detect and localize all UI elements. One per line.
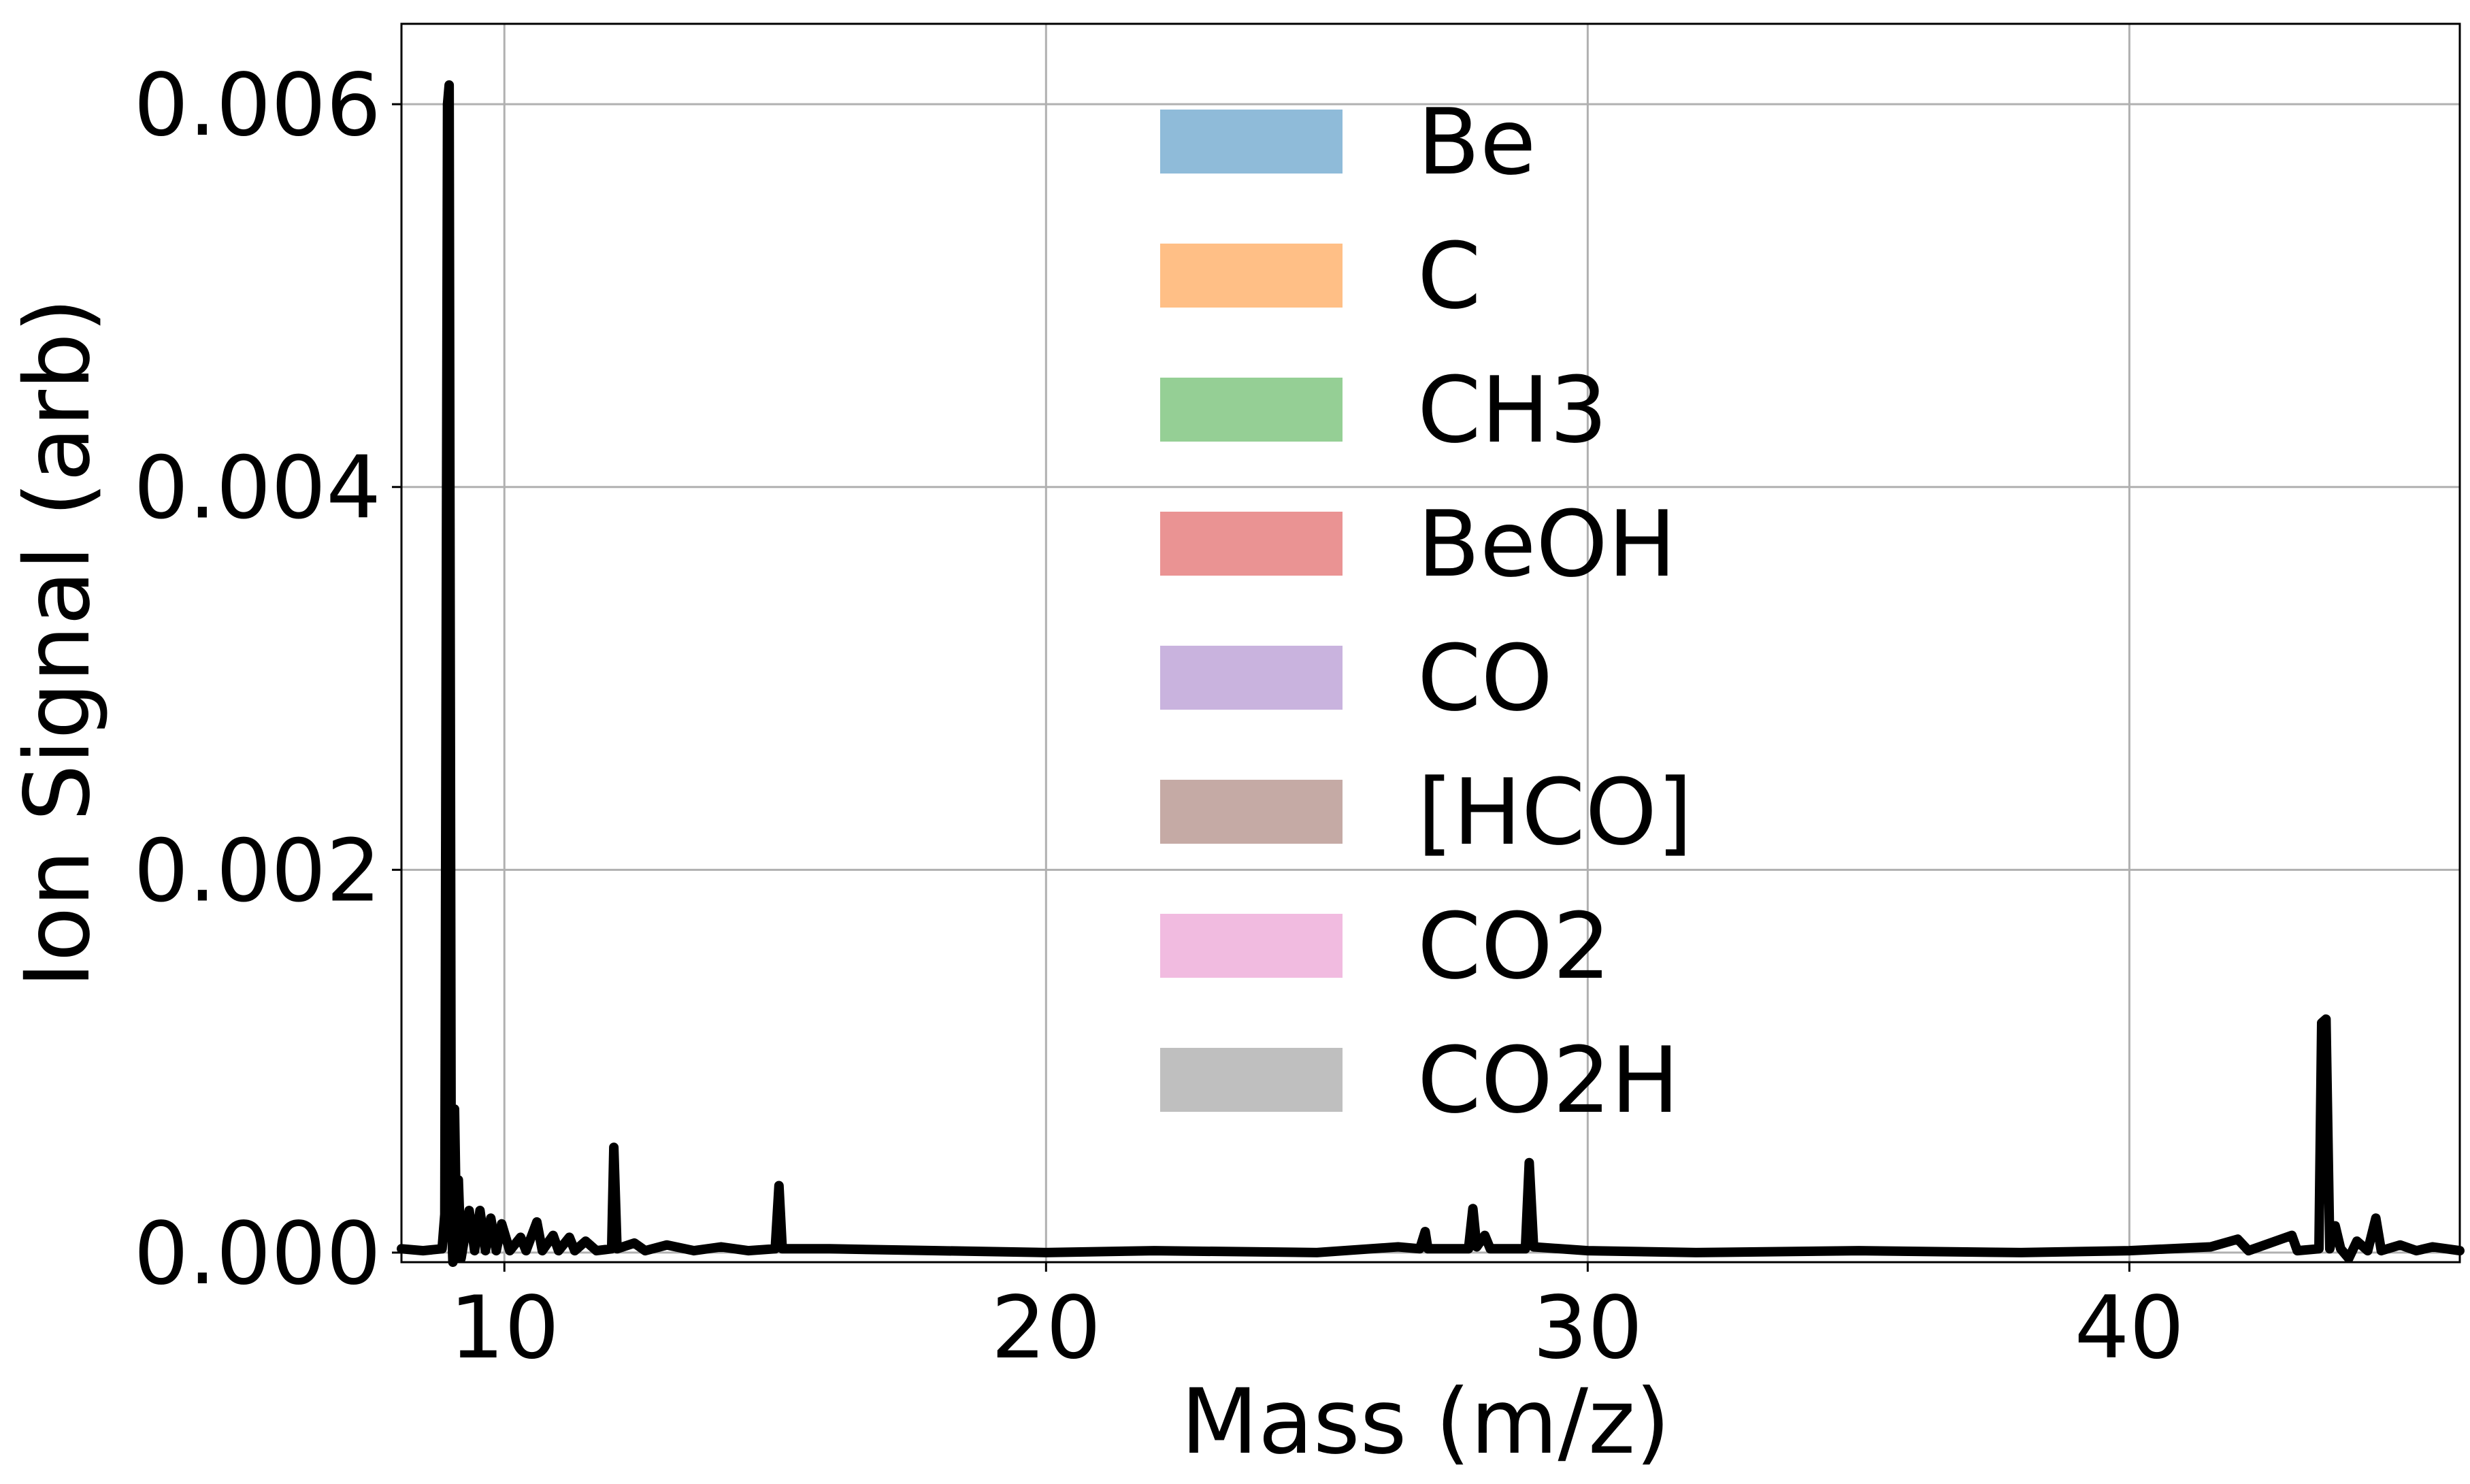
legend-label: Be — [1417, 89, 1536, 195]
x-axis-ticks: 10 20 30 40 — [449, 1262, 2184, 1378]
x-axis-label: Mass (m/z) — [1181, 1370, 1670, 1474]
legend-swatch — [1160, 244, 1343, 308]
legend-swatch — [1160, 914, 1343, 978]
legend-label: C — [1417, 223, 1481, 329]
plot-frame — [400, 22, 2461, 1264]
legend: Be C CH3 BeOH CO [HCO] CO2 CO2H — [1160, 89, 1692, 1134]
legend-swatch — [1160, 1048, 1343, 1112]
spectrum-line — [397, 80, 2465, 1267]
legend-swatch — [1160, 512, 1343, 576]
legend-swatch — [1160, 378, 1343, 442]
legend-swatch — [1160, 110, 1343, 174]
y-tick-label: 0.006 — [133, 54, 381, 155]
y-tick-label: 0.004 — [133, 438, 381, 538]
legend-label: CO2H — [1417, 1027, 1679, 1134]
x-tick-label: 20 — [991, 1277, 1101, 1378]
y-tick-label: 0.000 — [133, 1203, 381, 1304]
legend-label: BeOH — [1417, 491, 1677, 597]
legend-swatch — [1160, 780, 1343, 844]
x-tick-label: 30 — [1533, 1277, 1643, 1378]
legend-label: CO2 — [1417, 893, 1611, 1000]
y-axis-label: Ion Signal (arb) — [5, 298, 110, 989]
legend-swatch — [1160, 646, 1343, 710]
legend-label: CH3 — [1417, 357, 1608, 463]
legend-label: [HCO] — [1417, 759, 1692, 865]
legend-label: CO — [1417, 625, 1553, 731]
y-tick-label: 0.002 — [133, 820, 381, 921]
y-axis-ticks: 0.000 0.002 0.004 0.006 — [133, 54, 401, 1304]
grid-lines — [401, 24, 2460, 1262]
x-tick-label: 10 — [449, 1277, 559, 1378]
x-tick-label: 40 — [2075, 1277, 2185, 1378]
